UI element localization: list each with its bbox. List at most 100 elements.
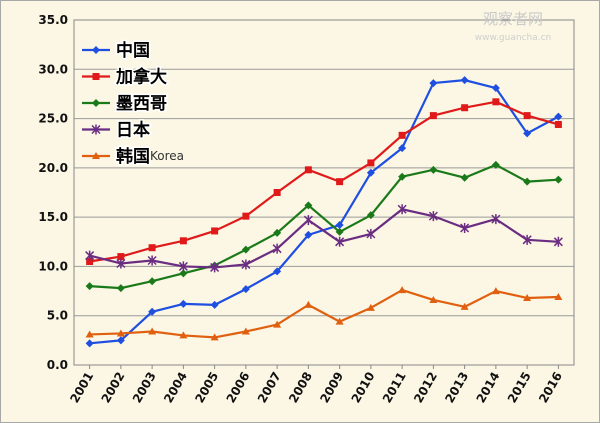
y-tick-label: 5.0 xyxy=(47,309,68,323)
watermark-url: www.guancha.cn xyxy=(475,33,551,43)
data-point xyxy=(491,214,501,225)
data-point xyxy=(85,330,94,338)
data-point xyxy=(304,166,312,174)
legend-item: 日本 xyxy=(82,118,152,142)
data-point xyxy=(210,333,219,341)
data-point xyxy=(429,165,438,174)
data-point xyxy=(429,79,438,88)
data-point xyxy=(148,244,156,252)
data-point xyxy=(398,131,406,139)
x-tick-label: 2001 xyxy=(67,370,96,406)
data-point xyxy=(460,173,469,182)
series-3 xyxy=(85,160,563,293)
data-point xyxy=(147,255,157,266)
data-point xyxy=(398,172,407,181)
data-point xyxy=(241,259,251,270)
series-1 xyxy=(85,76,563,348)
legend-marker xyxy=(92,46,100,54)
legend-item: 加拿大 xyxy=(82,65,169,89)
data-point xyxy=(398,286,407,294)
data-point xyxy=(522,234,532,245)
data-point xyxy=(335,317,344,325)
data-point xyxy=(429,112,437,120)
data-point xyxy=(241,285,250,294)
data-point xyxy=(242,212,250,220)
data-point xyxy=(492,98,500,106)
legend-item: 中国 xyxy=(82,39,152,63)
y-tick-label: 20.0 xyxy=(38,161,68,175)
data-point xyxy=(273,267,282,276)
data-point xyxy=(523,112,531,120)
data-point xyxy=(116,258,126,269)
legend-marker xyxy=(92,152,100,159)
data-point xyxy=(335,227,344,236)
data-point xyxy=(523,129,532,138)
data-point xyxy=(366,211,375,220)
data-point xyxy=(460,76,469,85)
data-point xyxy=(304,230,313,239)
data-point xyxy=(491,160,500,169)
data-point xyxy=(116,336,125,345)
data-point xyxy=(179,331,188,339)
legend-marker xyxy=(91,124,101,135)
legend-marker xyxy=(92,73,100,80)
data-point xyxy=(273,189,281,196)
y-tick-label: 25.0 xyxy=(38,112,68,126)
x-tick-label: 2007 xyxy=(255,370,284,406)
series-line xyxy=(89,79,559,345)
data-point xyxy=(117,253,125,261)
data-point xyxy=(398,144,407,153)
legend-label: 中国 xyxy=(116,40,150,61)
data-point xyxy=(178,261,188,272)
data-point xyxy=(553,236,563,247)
data-point xyxy=(491,84,500,93)
data-point xyxy=(461,104,469,112)
legend-label: 日本 xyxy=(116,120,150,141)
legend-label: 韩国 xyxy=(116,146,150,167)
data-point xyxy=(523,177,532,186)
y-axis-ticks: 0.0 5.0 10.0 15.0 20.0 25.0 30.0 35.0 xyxy=(38,13,68,372)
data-point xyxy=(397,204,407,215)
data-point xyxy=(304,201,313,210)
data-point xyxy=(367,159,375,167)
data-point xyxy=(335,221,344,230)
data-point xyxy=(179,237,187,245)
legend-marker xyxy=(92,99,100,107)
data-point xyxy=(460,302,469,310)
watermark-title: 观察者网 xyxy=(483,10,543,28)
y-tick-label: 30.0 xyxy=(38,62,68,76)
x-tick-label: 2005 xyxy=(192,370,221,406)
data-point xyxy=(554,175,563,184)
data-point xyxy=(366,228,376,239)
data-point xyxy=(272,243,282,254)
x-tick-label: 2013 xyxy=(442,370,471,406)
x-tick-label: 2006 xyxy=(224,370,253,406)
x-tick-label: 2015 xyxy=(505,370,534,406)
series-line xyxy=(89,288,559,339)
data-point xyxy=(211,227,219,235)
series-line xyxy=(89,163,559,290)
data-point xyxy=(554,112,563,121)
y-tick-label: 15.0 xyxy=(38,210,68,224)
x-tick-label: 2003 xyxy=(130,370,159,406)
plot-border xyxy=(73,19,575,366)
data-point xyxy=(304,300,313,308)
data-point xyxy=(273,320,282,328)
data-point xyxy=(366,303,375,311)
data-point xyxy=(179,269,188,278)
series-4 xyxy=(85,204,563,273)
legend-item: 墨西哥 xyxy=(82,93,169,116)
data-point xyxy=(429,295,438,303)
data-point xyxy=(241,245,250,254)
y-tick-label: 10.0 xyxy=(38,259,68,273)
series-line xyxy=(89,100,559,263)
x-tick-label: 2009 xyxy=(317,370,346,406)
x-tick-label: 2011 xyxy=(380,370,409,406)
data-point xyxy=(523,293,532,301)
data-point xyxy=(335,236,345,247)
legend-sublabel: Korea xyxy=(150,149,184,163)
data-point xyxy=(86,258,94,265)
series-5 xyxy=(85,286,563,341)
